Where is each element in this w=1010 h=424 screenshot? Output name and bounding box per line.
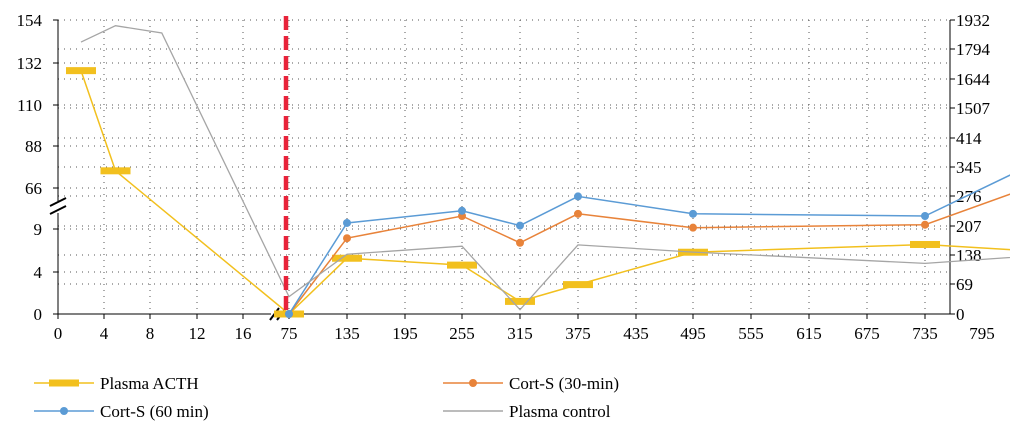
x-tick-label: 4 bbox=[100, 324, 109, 343]
legend-marker bbox=[469, 379, 477, 387]
x-tick-label: 735 bbox=[912, 324, 938, 343]
y-right-tick-label: 1644 bbox=[956, 70, 991, 89]
x-tick-label: 255 bbox=[449, 324, 475, 343]
x-tick-label: 615 bbox=[796, 324, 822, 343]
legend-marker bbox=[60, 407, 68, 415]
series-line bbox=[80, 70, 1010, 316]
y-left-tick-label: 0 bbox=[34, 305, 43, 324]
series-point bbox=[689, 223, 697, 232]
series-point bbox=[285, 310, 293, 318]
legend-label: Plasma ACTH bbox=[100, 374, 199, 393]
x-tick-label: 12 bbox=[189, 324, 206, 343]
y-axis-break-mark bbox=[49, 197, 67, 215]
series-point bbox=[458, 206, 466, 215]
y-left-tick-label: 4 bbox=[34, 263, 43, 282]
y-left-tick-label: 88 bbox=[25, 137, 42, 156]
y-left-tick-label: 9 bbox=[34, 220, 43, 239]
series-point bbox=[689, 209, 697, 218]
y-break-slash bbox=[49, 197, 67, 207]
y-left-tick-label: 66 bbox=[25, 179, 42, 198]
legend-item-1: Cort-S (30-min) bbox=[443, 374, 619, 393]
x-tick-label: 8 bbox=[146, 324, 155, 343]
series-point bbox=[343, 234, 351, 243]
x-tick-label: 555 bbox=[738, 324, 764, 343]
series-point bbox=[343, 218, 351, 227]
x-tick-label: 795 bbox=[969, 324, 995, 343]
y-left-tick-label: 154 bbox=[17, 11, 43, 30]
series-line bbox=[80, 25, 1010, 311]
y-right-tick-label: 414 bbox=[956, 129, 982, 148]
series-point bbox=[563, 281, 593, 289]
y-right-tick-label: 1507 bbox=[956, 99, 991, 118]
axes-layer: 0496688110132154069138207276345414150716… bbox=[17, 11, 995, 343]
y-right-tick-label: 138 bbox=[956, 246, 982, 265]
series-layer bbox=[66, 16, 1010, 318]
series-point bbox=[574, 192, 582, 201]
y-break-slash bbox=[49, 205, 67, 215]
series-point bbox=[505, 297, 535, 305]
y-right-tick-label: 207 bbox=[956, 217, 982, 236]
x-tick-label: 675 bbox=[854, 324, 880, 343]
legend-layer: Plasma ACTH Cort-S (30-min) Cort-S (60 min… bbox=[34, 374, 619, 421]
series-point bbox=[66, 67, 96, 75]
x-tick-label: 135 bbox=[334, 324, 360, 343]
legend-label: Plasma control bbox=[509, 402, 611, 421]
legend-item-2: Cort-S (60 min) bbox=[34, 402, 209, 421]
legend-marker bbox=[49, 379, 79, 387]
series-point bbox=[910, 240, 940, 248]
x-tick-label: 16 bbox=[235, 324, 252, 343]
y-right-tick-label: 69 bbox=[956, 275, 973, 294]
legend-item-3: Plasma control bbox=[443, 402, 611, 421]
x-tick-label: 495 bbox=[680, 324, 706, 343]
series-line bbox=[288, 193, 1010, 315]
series-point bbox=[516, 221, 524, 230]
x-tick-label: 315 bbox=[507, 324, 533, 343]
series-point bbox=[574, 209, 582, 218]
grid-layer bbox=[58, 19, 950, 314]
series-point bbox=[516, 238, 524, 247]
y-right-tick-label: 0 bbox=[956, 305, 965, 324]
series-line bbox=[288, 174, 1010, 315]
series-point bbox=[100, 167, 131, 175]
x-tick-label: 195 bbox=[392, 324, 418, 343]
series-point bbox=[332, 254, 362, 262]
y-right-tick-label: 1932 bbox=[956, 11, 990, 30]
x-tick-label: 435 bbox=[623, 324, 649, 343]
x-tick-label: 0 bbox=[54, 324, 63, 343]
series-point bbox=[447, 261, 477, 269]
y-left-tick-label: 110 bbox=[17, 96, 42, 115]
series-point bbox=[921, 212, 929, 220]
x-tick-label: 75 bbox=[281, 324, 298, 343]
legend-label: Cort-S (60 min) bbox=[100, 402, 209, 421]
x-tick-label: 375 bbox=[565, 324, 591, 343]
y-right-tick-label: 345 bbox=[956, 158, 982, 177]
series-point bbox=[921, 220, 929, 229]
series-2 bbox=[285, 174, 1010, 318]
y-right-tick-label: 1794 bbox=[956, 40, 991, 59]
series-3 bbox=[80, 25, 1010, 311]
legend-item-0: Plasma ACTH bbox=[34, 374, 199, 393]
legend-label: Cort-S (30-min) bbox=[509, 374, 619, 393]
y-left-tick-label: 132 bbox=[17, 54, 43, 73]
